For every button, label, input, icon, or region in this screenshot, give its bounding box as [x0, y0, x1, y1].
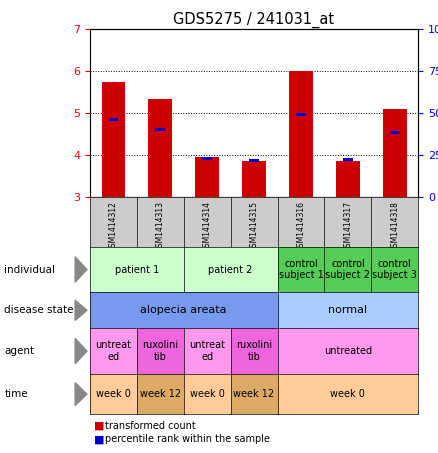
Text: control
subject 1: control subject 1 — [279, 259, 323, 280]
Text: normal: normal — [328, 305, 367, 315]
Text: individual: individual — [4, 265, 55, 275]
Text: agent: agent — [4, 346, 35, 356]
Bar — [336, 161, 360, 197]
Polygon shape — [75, 300, 87, 320]
Text: ruxolini
tib: ruxolini tib — [142, 340, 178, 362]
Text: GSM1414313: GSM1414313 — [155, 201, 165, 252]
Bar — [343, 158, 353, 161]
Bar — [390, 130, 399, 134]
Text: disease state: disease state — [4, 305, 74, 315]
Text: week 0: week 0 — [96, 389, 131, 399]
Text: week 12: week 12 — [140, 389, 181, 399]
Text: week 0: week 0 — [330, 389, 365, 399]
Polygon shape — [75, 257, 87, 282]
Text: GSM1414316: GSM1414316 — [297, 201, 305, 252]
Text: alopecia areata: alopecia areata — [141, 305, 227, 315]
Text: GSM1414318: GSM1414318 — [390, 201, 399, 252]
Text: week 0: week 0 — [190, 389, 225, 399]
Text: control
subject 2: control subject 2 — [325, 259, 371, 280]
Text: patient 2: patient 2 — [208, 265, 253, 275]
Text: GDS5275 / 241031_at: GDS5275 / 241031_at — [173, 12, 335, 29]
Bar — [249, 159, 259, 162]
Text: ruxolini
tib: ruxolini tib — [236, 340, 272, 362]
Text: GSM1414312: GSM1414312 — [109, 201, 118, 252]
Bar — [109, 118, 118, 121]
Text: GSM1414314: GSM1414314 — [203, 201, 212, 252]
Bar — [195, 157, 219, 197]
Bar — [289, 71, 313, 197]
Text: untreated: untreated — [324, 346, 372, 356]
Bar — [296, 113, 306, 116]
Bar — [148, 99, 172, 197]
Bar — [383, 109, 406, 197]
Text: week 12: week 12 — [233, 389, 275, 399]
Text: transformed count: transformed count — [105, 421, 196, 431]
Text: time: time — [4, 389, 28, 399]
Bar — [155, 128, 165, 130]
Text: GSM1414315: GSM1414315 — [250, 201, 258, 252]
Bar — [102, 82, 125, 197]
Text: patient 1: patient 1 — [115, 265, 159, 275]
Text: untreat
ed: untreat ed — [189, 340, 225, 362]
Bar — [242, 161, 266, 197]
Text: control
subject 3: control subject 3 — [372, 259, 417, 280]
Text: ■: ■ — [94, 421, 105, 431]
Text: percentile rank within the sample: percentile rank within the sample — [105, 434, 270, 444]
Polygon shape — [75, 338, 87, 364]
Text: untreat
ed: untreat ed — [95, 340, 131, 362]
Text: GSM1414317: GSM1414317 — [343, 201, 353, 252]
Polygon shape — [75, 383, 87, 405]
Bar — [202, 157, 212, 160]
Text: ■: ■ — [94, 434, 105, 444]
